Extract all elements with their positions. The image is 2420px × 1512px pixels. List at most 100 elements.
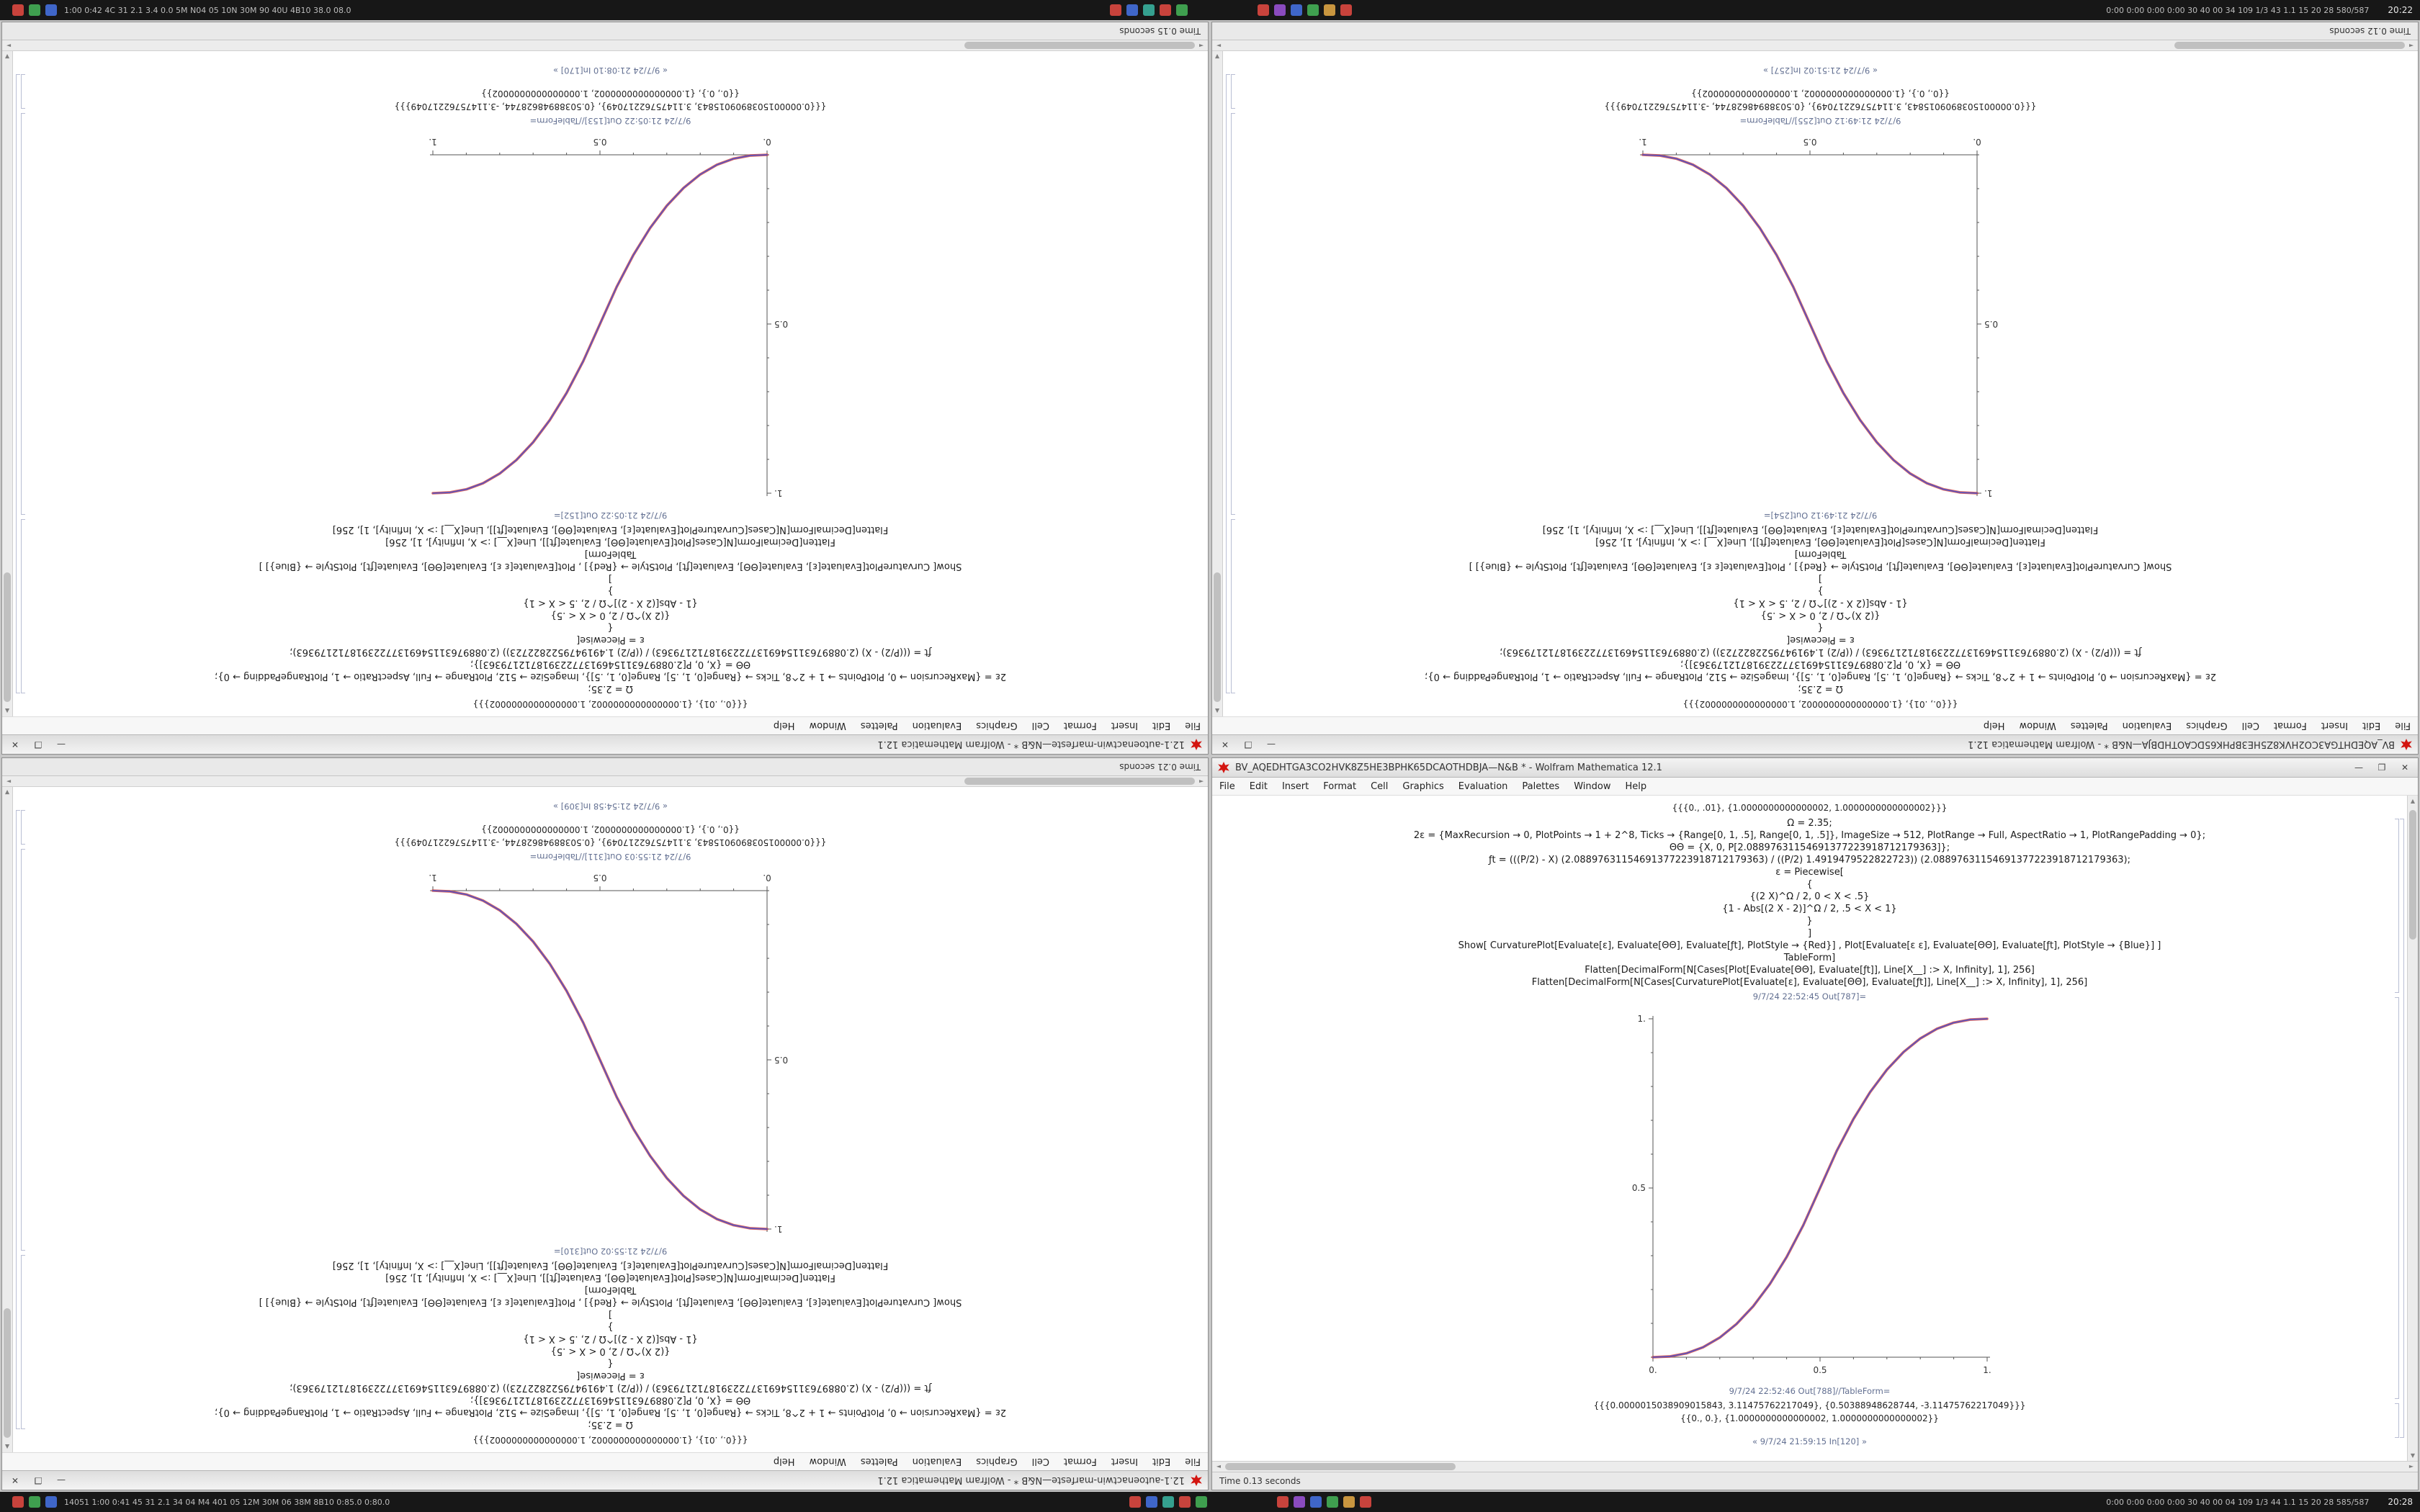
minimize-button[interactable]: — (57, 739, 66, 750)
code-line[interactable]: ] (1807, 928, 1812, 939)
tray-app-icon[interactable] (1162, 1496, 1175, 1508)
code-line[interactable]: {1 - Abs[(2 X - 2)]^Ω / 2, .5 < X < 1} (523, 1333, 698, 1344)
cell-brackets[interactable] (16, 790, 26, 1449)
menu-edit[interactable]: Edit (1152, 1456, 1171, 1467)
menu-cell[interactable]: Cell (1031, 1456, 1049, 1467)
code-line[interactable]: ƒt = (((P/2) - X) (2.0889763115469137722… (290, 1382, 932, 1393)
notebook-area[interactable]: {{{0., .01}, {1.0000000000000002, 1.0000… (13, 51, 1208, 716)
code-line[interactable]: ΘΘ = {X, 0, P[2.088976311546913772239187… (470, 1395, 751, 1405)
menu-edit[interactable]: Edit (2362, 720, 2381, 732)
cell-brackets[interactable] (2394, 798, 2404, 1458)
menu-file[interactable]: File (1185, 720, 1201, 732)
code-line[interactable]: TableForm] (584, 1284, 637, 1295)
code-line[interactable]: Flatten[DecimalForm[N[Cases[CurvaturePlo… (1542, 524, 2099, 535)
scrollbar-thumb[interactable] (1214, 572, 1221, 702)
menu-window[interactable]: Window (2019, 720, 2056, 732)
maximize-button[interactable]: ❐ (34, 1475, 42, 1485)
window-titlebar[interactable]: BV_AQEDHTGA3CO2HVK8Z5HE3BPHK65DCAOTHDBJA… (1212, 758, 2418, 778)
menu-help[interactable]: Help (1983, 720, 2005, 732)
window-titlebar[interactable]: 12.1-autoenactwin-marfeste—N&B * - Wolfr… (2, 734, 1208, 754)
tray-app-icon[interactable] (29, 4, 40, 16)
code-line[interactable]: Ω = 2.35; (588, 1419, 633, 1430)
scrollbar-thumb[interactable] (2409, 810, 2416, 940)
close-button[interactable]: ✕ (11, 1475, 19, 1485)
vertical-scrollbar[interactable]: ▲ ▼ (2407, 796, 2418, 1461)
code-line[interactable]: } (1806, 916, 1813, 927)
scroll-down-arrow[interactable]: ▼ (2410, 1452, 2416, 1459)
notebook-area[interactable]: {{{0., .01}, {1.0000000000000002, 1.0000… (13, 787, 1208, 1452)
code-line[interactable]: ΘΘ = {X, 0, P[2.088976311546913772239187… (470, 659, 751, 670)
code-line[interactable]: Show[ CurvaturePlot[Evaluate[ε], Evaluat… (259, 561, 962, 572)
tray-app-icon[interactable] (1360, 1496, 1372, 1508)
scroll-left-arrow[interactable]: ◄ (2408, 42, 2414, 49)
scroll-right-arrow[interactable]: ► (2408, 1463, 2414, 1470)
tray-app-icon[interactable] (1143, 4, 1155, 16)
menu-insert[interactable]: Insert (1281, 780, 1309, 792)
menu-evaluation[interactable]: Evaluation (1458, 780, 1508, 792)
code-line[interactable]: ε = Piecewise[ (576, 634, 645, 645)
code-line[interactable]: Show[ CurvaturePlot[Evaluate[ε], Evaluat… (1458, 940, 2161, 951)
tray-app-icon[interactable] (1277, 1496, 1289, 1508)
input-cell[interactable]: Ω = 2.35; 2ε = {MaxRecursion → 0, PlotPoi… (1414, 817, 2205, 989)
menu-help[interactable]: Help (773, 1456, 795, 1467)
menu-edit[interactable]: Edit (1152, 720, 1171, 732)
scroll-right-arrow[interactable]: ► (6, 42, 12, 49)
menu-palettes[interactable]: Palettes (1522, 780, 1560, 792)
scroll-down-arrow[interactable]: ▼ (4, 53, 10, 60)
window-titlebar[interactable]: 12.1-autoenactwin-marfeste—N&B * - Wolfr… (2, 1470, 1208, 1490)
code-line[interactable]: TableForm] (1783, 953, 1836, 963)
tray-app-icon[interactable] (1310, 1496, 1322, 1508)
minimize-button[interactable]: — (2354, 762, 2363, 773)
menu-palettes[interactable]: Palettes (860, 1456, 898, 1467)
tray-app-icon[interactable] (1196, 1496, 1208, 1508)
code-line[interactable]: {1 - Abs[(2 X - 2)]^Ω / 2, .5 < X < 1} (523, 598, 698, 608)
code-line[interactable]: Flatten[DecimalForm[N[Cases[Plot[Evaluat… (385, 1272, 835, 1283)
horizontal-scrollbar[interactable]: ◄ ► (2, 40, 1208, 51)
menu-window[interactable]: Window (809, 720, 846, 732)
code-line[interactable]: { (1806, 879, 1813, 890)
scroll-right-arrow[interactable]: ► (1216, 42, 1222, 49)
tray-app-icon[interactable] (12, 1496, 24, 1508)
tray-app-icon[interactable] (1294, 1496, 1306, 1508)
code-line[interactable]: Flatten[DecimalForm[N[Cases[Plot[Evaluat… (1585, 965, 2035, 976)
tray-app-icon[interactable] (1343, 1496, 1355, 1508)
menu-edit[interactable]: Edit (1249, 780, 1268, 792)
menu-evaluation[interactable]: Evaluation (912, 720, 962, 732)
tray-app-icon[interactable] (45, 4, 57, 16)
tray-app-icon[interactable] (1307, 4, 1319, 16)
input-cell[interactable]: Ω = 2.35; 2ε = {MaxRecursion → 0, PlotPoi… (1425, 523, 2216, 695)
code-line[interactable]: Ω = 2.35; (1798, 683, 1843, 694)
code-line[interactable]: ƒt = (((P/2) - X) (2.0889763115469137722… (1500, 647, 2142, 657)
tray-app-icon[interactable] (1258, 4, 1270, 16)
code-line[interactable]: Show[ CurvaturePlot[Evaluate[ε], Evaluat… (259, 1297, 962, 1308)
tray-app-icon[interactable] (1324, 4, 1336, 16)
maximize-button[interactable]: ❐ (2378, 762, 2386, 773)
horizontal-scrollbar[interactable]: ◄ ► (2, 776, 1208, 787)
menu-format[interactable]: Format (2273, 720, 2307, 732)
scroll-up-arrow[interactable]: ▲ (1214, 708, 1220, 714)
code-line[interactable]: {1 - Abs[(2 X - 2)]^Ω / 2, .5 < X < 1} (1733, 598, 1908, 608)
menu-evaluation[interactable]: Evaluation (2122, 720, 2172, 732)
code-line[interactable]: Ω = 2.35; (1787, 818, 1832, 829)
horizontal-scrollbar[interactable]: ◄ ► (1212, 1461, 2418, 1472)
menu-format[interactable]: Format (1063, 1456, 1097, 1467)
code-line[interactable]: {(2 X)^Ω / 2, 0 < X < .5} (550, 1346, 671, 1356)
code-line[interactable]: {1 - Abs[(2 X - 2)]^Ω / 2, .5 < X < 1} (1722, 904, 1897, 914)
menu-graphics[interactable]: Graphics (1402, 780, 1444, 792)
code-line[interactable]: Flatten[DecimalForm[N[Cases[CurvaturePlo… (332, 1260, 889, 1271)
vertical-scrollbar[interactable]: ▲ ▼ (2, 787, 13, 1452)
code-line[interactable]: 2ε = {MaxRecursion → 0, PlotPoints → 1 +… (1413, 830, 2206, 841)
vertical-scrollbar[interactable]: ▲ ▼ (2, 51, 13, 716)
code-line[interactable]: ] (1818, 573, 1823, 584)
menu-palettes[interactable]: Palettes (2070, 720, 2108, 732)
scroll-up-arrow[interactable]: ▲ (2410, 798, 2416, 804)
tray-app-icon[interactable] (1327, 1496, 1339, 1508)
menu-cell[interactable]: Cell (2241, 720, 2259, 732)
menu-help[interactable]: Help (1625, 780, 1647, 792)
close-button[interactable]: ✕ (11, 739, 19, 750)
code-line[interactable]: 2ε = {MaxRecursion → 0, PlotPoints → 1 +… (1424, 671, 2217, 682)
notebook-area[interactable]: {{{0., .01}, {1.0000000000000002, 1.0000… (1223, 51, 2418, 716)
code-line[interactable]: {(2 X)^Ω / 2, 0 < X < .5} (550, 610, 671, 621)
code-line[interactable]: ΘΘ = {X, 0, P[2.088976311546913772239187… (1680, 659, 1961, 670)
scroll-left-arrow[interactable]: ◄ (1216, 1463, 1222, 1470)
